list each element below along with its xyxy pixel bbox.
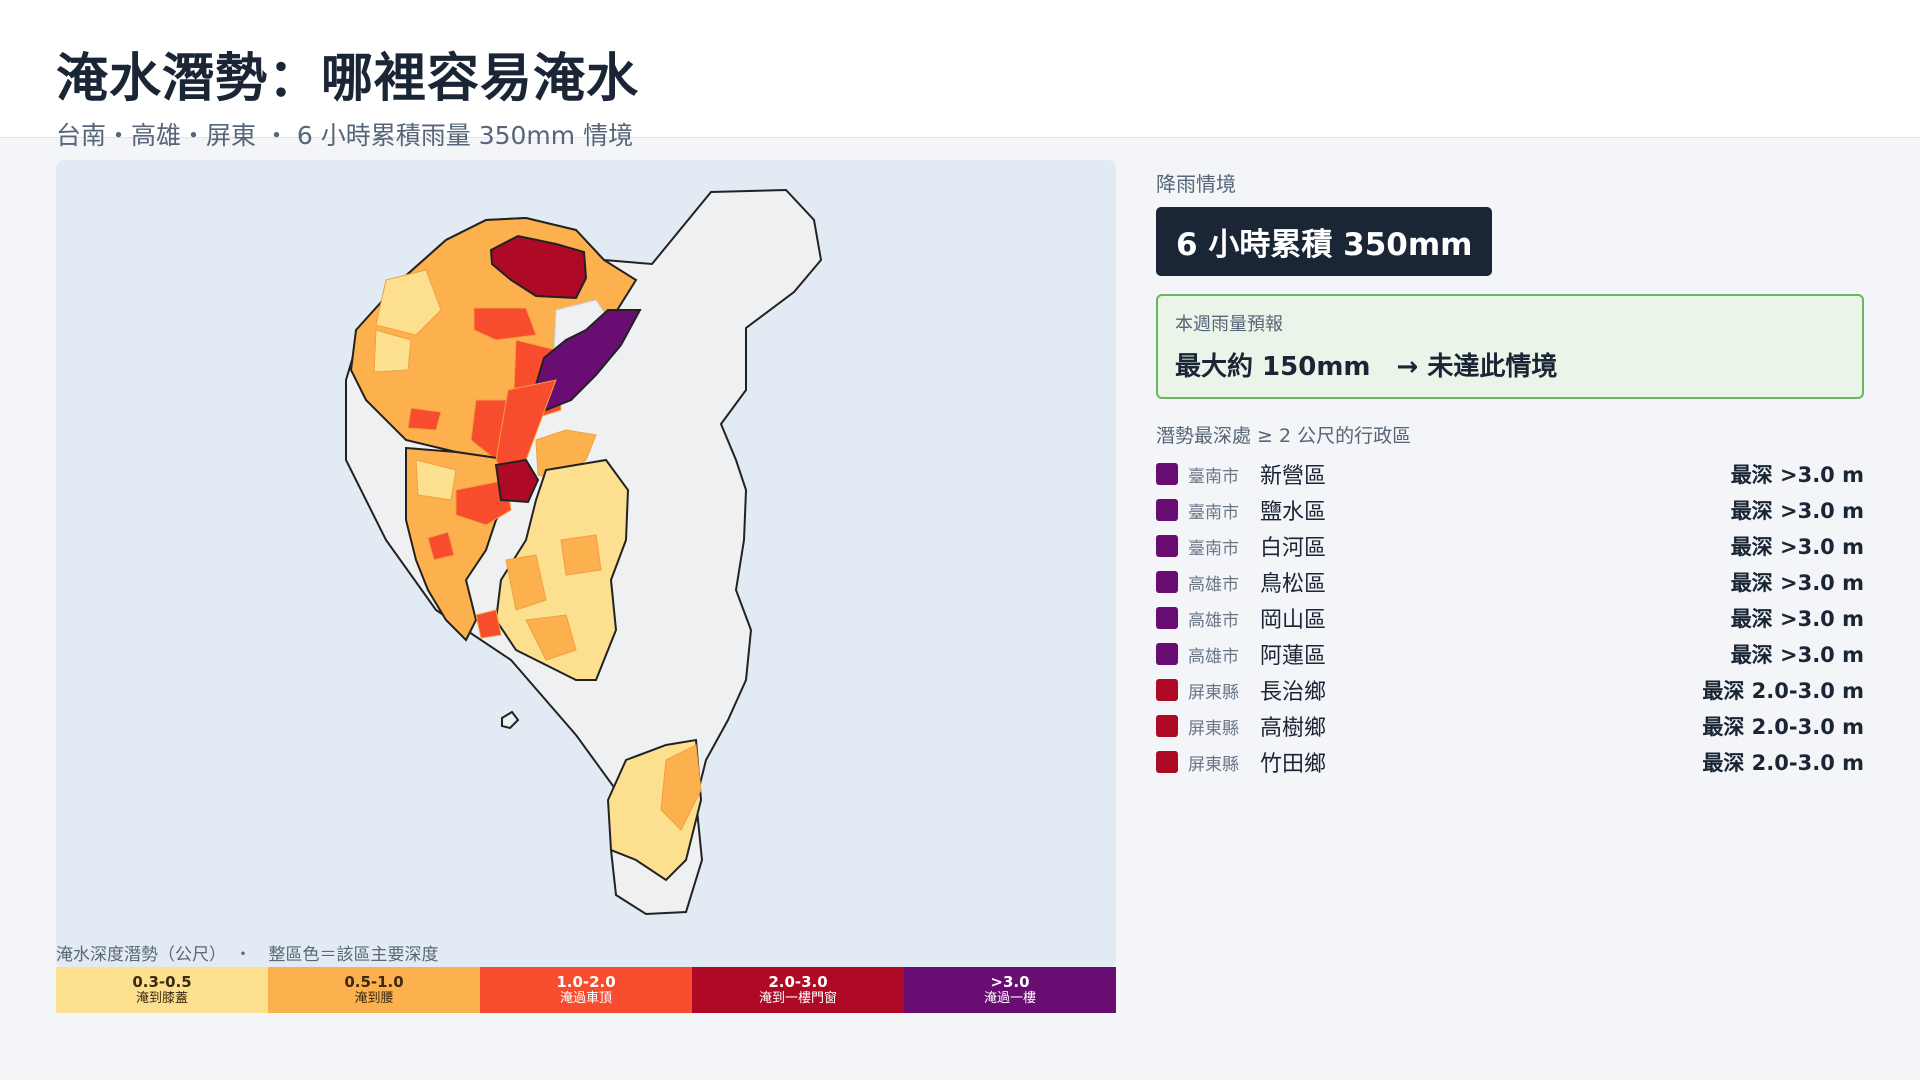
county-name: 臺南市 — [1188, 538, 1239, 559]
county-name: 高雄市 — [1188, 646, 1239, 667]
depth-swatch — [1156, 643, 1178, 665]
district-kaohsiung-mountain — [535, 429, 597, 481]
district-name: 新營區 — [1260, 464, 1327, 489]
county-name: 屏東縣 — [1188, 754, 1239, 775]
max-depth: 最深 >3.0 m — [1730, 643, 1864, 667]
district-row: 高雄市 岡山區 最深 >3.0 m — [1156, 600, 1864, 636]
district-pingtung-orange-2 — [525, 614, 577, 661]
legend-item: 2.0-3.0 淹到一樓門窗 — [692, 967, 904, 1013]
legend-desc: 淹到腰 — [354, 991, 394, 1007]
legend-desc: 淹到膝蓋 — [135, 991, 188, 1007]
county-name: 高雄市 — [1188, 574, 1239, 595]
district-name: 岡山區 — [1260, 608, 1327, 633]
district-name: 高樹鄉 — [1260, 716, 1327, 741]
district-row: 臺南市 鹽水區 最深 >3.0 m — [1156, 492, 1864, 528]
legend-range: >3.0 — [990, 972, 1030, 991]
depth-swatch — [1156, 571, 1178, 593]
district-name: 長治鄉 — [1260, 680, 1327, 705]
legend-range: 1.0-2.0 — [556, 972, 616, 991]
county-name: 臺南市 — [1188, 502, 1239, 523]
district-row: 屏東縣 竹田鄉 最深 2.0-3.0 m — [1156, 744, 1864, 780]
district-kaohsiung-yellow — [415, 459, 457, 501]
legend-desc: 淹過車頂 — [559, 991, 612, 1007]
depth-swatch — [1156, 499, 1178, 521]
district-row: 屏東縣 高樹鄉 最深 2.0-3.0 m — [1156, 708, 1864, 744]
max-depth: 最深 2.0-3.0 m — [1702, 679, 1864, 703]
legend-item: 0.5-1.0 淹到腰 — [268, 967, 480, 1013]
legend-bar: 0.3-0.5 淹到膝蓋 0.5-1.0 淹到腰 1.0-2.0 淹過車頂 2.0-3.0 淹… — [56, 967, 1116, 1013]
district-name: 鳥松區 — [1260, 572, 1327, 597]
max-depth: 最深 >3.0 m — [1730, 463, 1864, 487]
county-name: 屏東縣 — [1188, 718, 1239, 739]
district-name: 阿蓮區 — [1260, 644, 1327, 669]
flood-map-svg[interactable] — [56, 160, 1116, 968]
legend-range: 2.0-3.0 — [768, 972, 828, 991]
district-name: 竹田鄉 — [1260, 752, 1327, 777]
district-row: 高雄市 鳥松區 最深 >3.0 m — [1156, 564, 1864, 600]
depth-swatch — [1156, 751, 1178, 773]
legend-item: 1.0-2.0 淹過車頂 — [480, 967, 692, 1013]
depth-swatch — [1156, 463, 1178, 485]
district-tainan-coast-b — [373, 329, 412, 373]
island-liuqiu — [501, 710, 520, 730]
district-list-heading: 潛勢最深處 ≥ 2 公尺的行政區 — [1156, 425, 1412, 447]
district-hengchun-orange — [660, 744, 702, 831]
forecast-label: 本週雨量預報 — [1175, 314, 1283, 335]
depth-swatch — [1156, 535, 1178, 557]
district-list: 臺南市 新營區 最深 >3.0 m 臺南市 鹽水區 最深 >3.0 m 臺南市 白河區 最深 >… — [1156, 456, 1864, 780]
district-tainan-coast-a — [375, 269, 442, 336]
legend-item: >3.0 淹過一樓 — [904, 967, 1116, 1013]
max-depth: 最深 2.0-3.0 m — [1702, 751, 1864, 775]
district-row: 高雄市 阿蓮區 最深 >3.0 m — [1156, 636, 1864, 672]
max-depth: 最深 >3.0 m — [1730, 499, 1864, 523]
legend-item: 0.3-0.5 淹到膝蓋 — [56, 967, 268, 1013]
district-dark-red-north — [489, 234, 588, 300]
flood-map[interactable] — [56, 160, 1116, 968]
district-kaohsiung-red-2 — [427, 531, 455, 561]
county-name: 屏東縣 — [1188, 682, 1239, 703]
page-header: 淹水潛勢：哪裡容易淹水 台南・高雄・屏東 ・ 6 小時累積雨量 350mm 情境 — [0, 0, 1920, 150]
district-kaohsiung-dark-red — [494, 458, 540, 504]
district-tainan-red-4 — [407, 407, 442, 431]
legend-desc: 淹過一樓 — [983, 991, 1036, 1007]
page-subtitle: 台南・高雄・屏東 ・ 6 小時累積雨量 350mm 情境 — [56, 121, 634, 150]
max-depth: 最深 >3.0 m — [1730, 535, 1864, 559]
legend-caption: 淹水深度潛勢（公尺） ・ 整區色＝該區主要深度 — [56, 945, 439, 965]
max-depth: 最深 >3.0 m — [1730, 607, 1864, 631]
district-purple-strip — [534, 309, 642, 412]
depth-swatch — [1156, 607, 1178, 629]
district-tainan-red-1 — [473, 307, 537, 341]
scenario-badge: 6 小時累積 350mm — [1156, 207, 1493, 276]
side-panel: 降雨情境 6 小時累積 350mm 本週雨量預報 最大約 150mm → 未達此… — [1156, 168, 1864, 780]
county-name: 高雄市 — [1188, 610, 1239, 631]
district-name: 鹽水區 — [1260, 500, 1327, 525]
district-row: 屏東縣 長治鄉 最深 2.0-3.0 m — [1156, 672, 1864, 708]
district-row: 臺南市 新營區 最深 >3.0 m — [1156, 456, 1864, 492]
max-depth: 最深 >3.0 m — [1730, 571, 1864, 595]
forecast-text: 最大約 150mm → 未達此情境 — [1175, 352, 1558, 382]
depth-swatch — [1156, 715, 1178, 737]
legend-desc: 淹到一樓門窗 — [758, 991, 837, 1007]
county-name: 臺南市 — [1188, 466, 1239, 487]
scenario-label: 降雨情境 — [1156, 172, 1236, 196]
forecast-box: 本週雨量預報 最大約 150mm → 未達此情境 — [1156, 294, 1864, 399]
max-depth: 最深 2.0-3.0 m — [1702, 715, 1864, 739]
district-pingtung-orange-3 — [560, 534, 602, 576]
district-name: 白河區 — [1260, 536, 1327, 561]
legend-range: 0.3-0.5 — [132, 972, 192, 991]
page-title: 淹水潛勢：哪裡容易淹水 — [56, 49, 640, 109]
depth-swatch — [1156, 679, 1178, 701]
district-row: 臺南市 白河區 最深 >3.0 m — [1156, 528, 1864, 564]
district-pingtung-orange-1 — [505, 554, 547, 611]
legend-range: 0.5-1.0 — [344, 972, 404, 991]
district-pingtung-red — [475, 609, 502, 639]
